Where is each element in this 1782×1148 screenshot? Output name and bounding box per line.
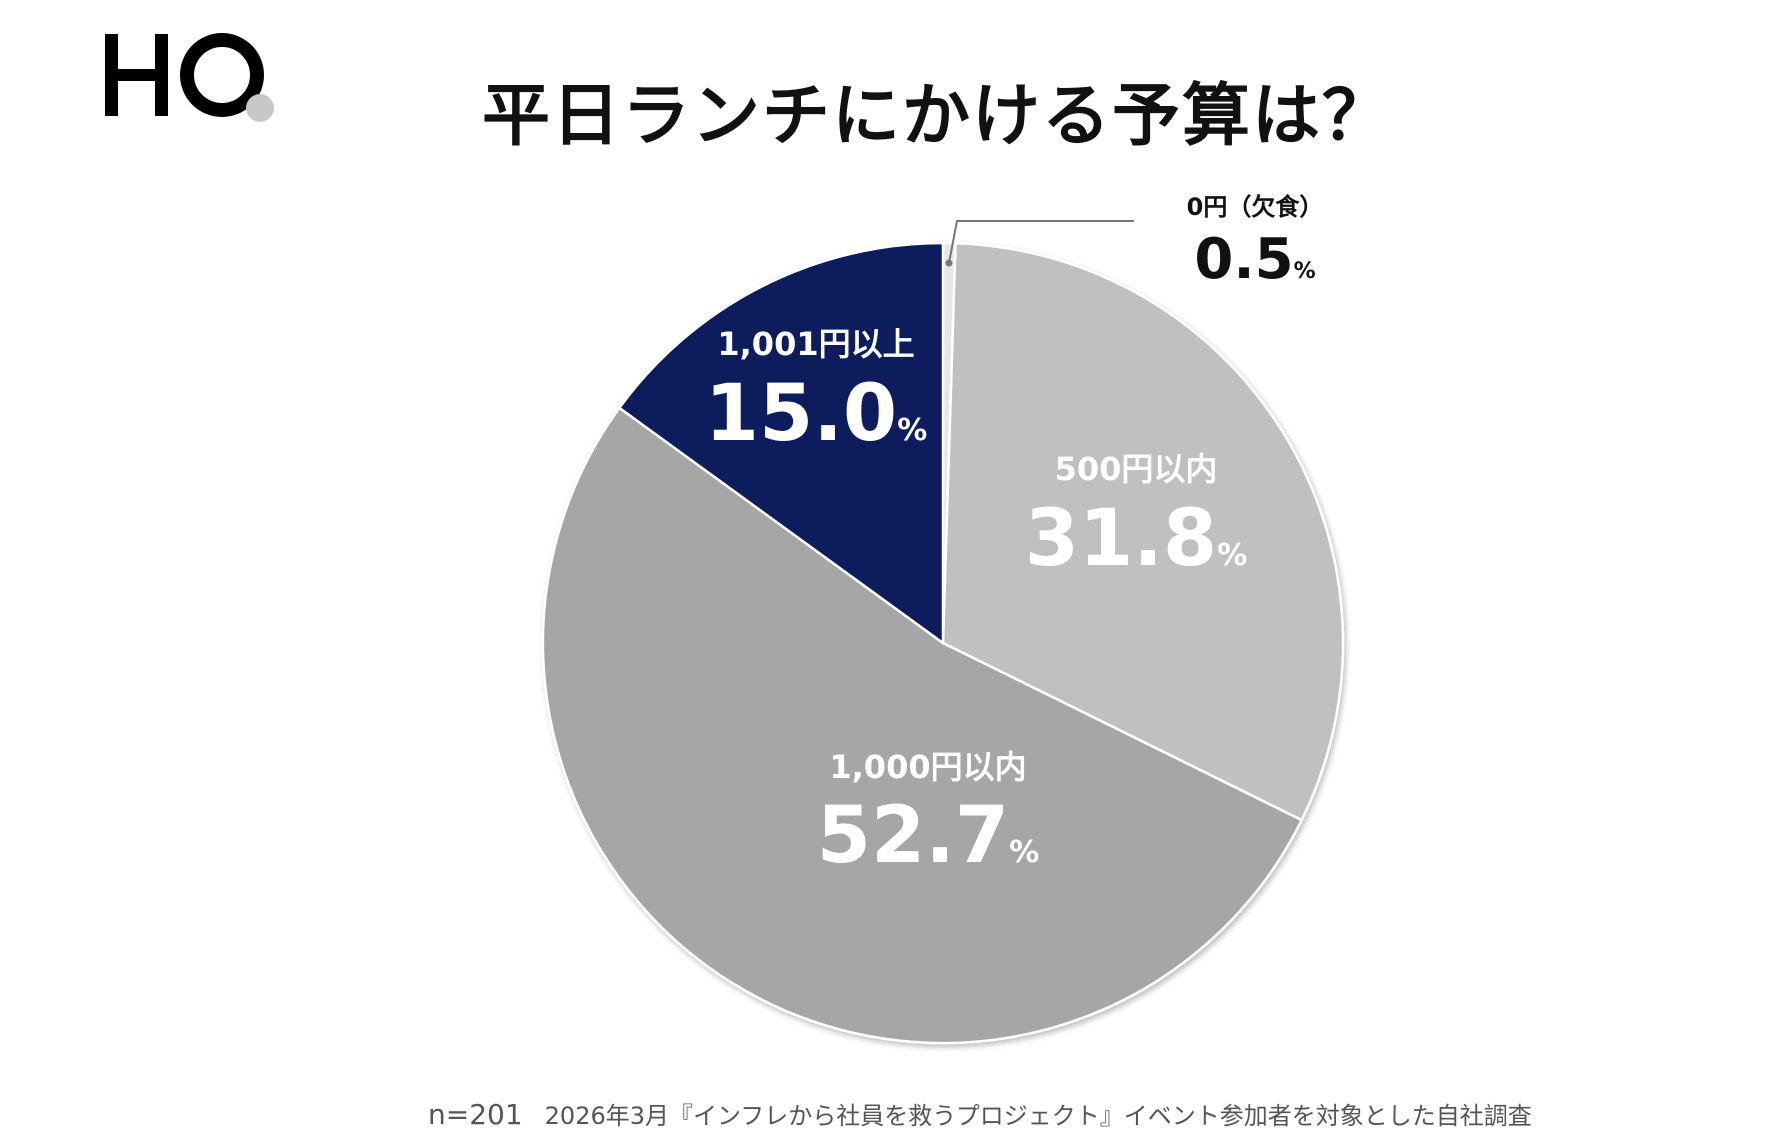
percent-unit: % xyxy=(897,413,927,448)
slice-category-label: 1,001円以上 xyxy=(717,325,914,363)
sample-size: n=201 xyxy=(428,1098,523,1131)
footer-note: n=201 2026年3月『インフレから社員を救うプロジェクト』イベント参加者を対… xyxy=(428,1096,1532,1131)
slice-category-label: 1,000円以内 xyxy=(829,748,1026,786)
pie-slice xyxy=(541,406,1304,1045)
pie-slice xyxy=(617,241,945,646)
pie-slice xyxy=(941,241,1345,822)
hq-logo xyxy=(105,33,274,122)
slice-value-label: 0.5% xyxy=(1194,227,1315,292)
slice-value-label: 15.0% xyxy=(705,369,928,459)
percent-unit: % xyxy=(1217,538,1247,573)
leader-line xyxy=(947,220,1134,264)
slice-value-label: 52.7% xyxy=(817,791,1040,881)
survey-note: 2026年3月『インフレから社員を救うプロジェクト』イベント参加者を対象とした自… xyxy=(544,1102,1532,1130)
chart-title: 平日ランチにかける予算は？ xyxy=(481,77,1392,156)
slice-value-label: 31.8% xyxy=(1025,494,1248,584)
leader-dot xyxy=(945,259,953,267)
slice-category-label: 500円以内 xyxy=(1055,450,1218,488)
percent-unit: % xyxy=(1009,835,1039,870)
slice-category-label: 0円（欠食） xyxy=(1187,193,1324,221)
percent-unit: % xyxy=(1294,259,1316,284)
